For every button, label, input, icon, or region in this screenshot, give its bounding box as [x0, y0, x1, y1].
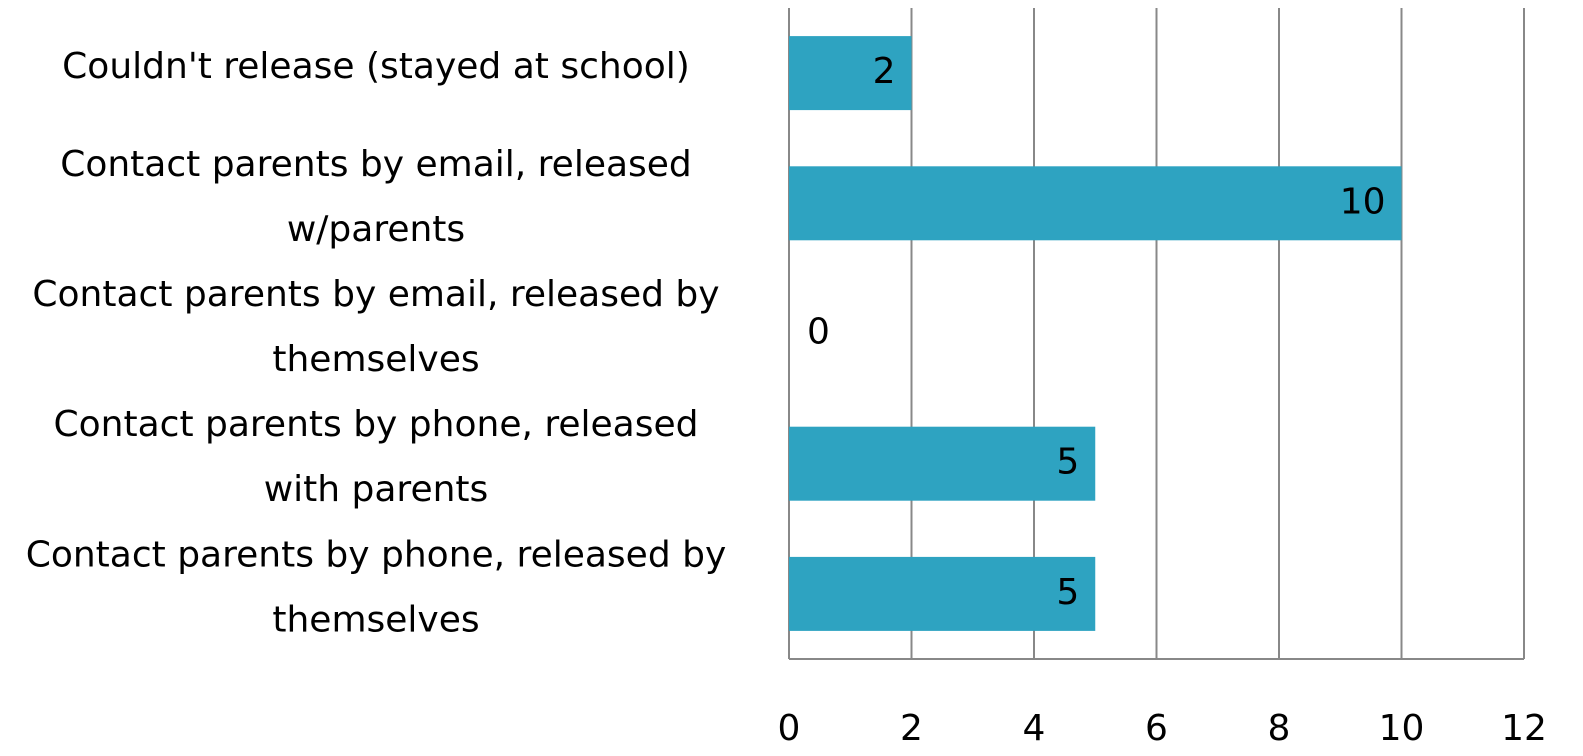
bar — [789, 556, 1096, 631]
y-tick-label: Couldn't release (stayed at school) — [62, 46, 690, 87]
x-tick-label: 12 — [1501, 708, 1547, 749]
bar — [789, 166, 1402, 241]
bar — [789, 426, 1096, 501]
data-label: 2 — [873, 51, 896, 92]
data-label: 10 — [1340, 181, 1386, 222]
data-label: 0 — [807, 312, 830, 353]
data-label: 5 — [1056, 442, 1079, 483]
x-tick-label: 8 — [1268, 708, 1291, 749]
x-tick-label: 0 — [778, 708, 801, 749]
bar — [789, 36, 912, 111]
y-tick-label: Contact parents by email, released by the… — [32, 274, 719, 380]
x-tick-label: 2 — [900, 708, 923, 749]
y-tick-label: Contact parents by phone, released with p… — [54, 404, 699, 510]
y-tick-label: Contact parents by email, released w/pare… — [60, 144, 692, 250]
y-tick-label: Contact parents by phone, released by the… — [26, 534, 727, 640]
data-label: 5 — [1056, 572, 1079, 613]
x-tick-label: 4 — [1023, 708, 1046, 749]
x-tick-label: 6 — [1145, 708, 1168, 749]
x-tick-label: 10 — [1379, 708, 1425, 749]
